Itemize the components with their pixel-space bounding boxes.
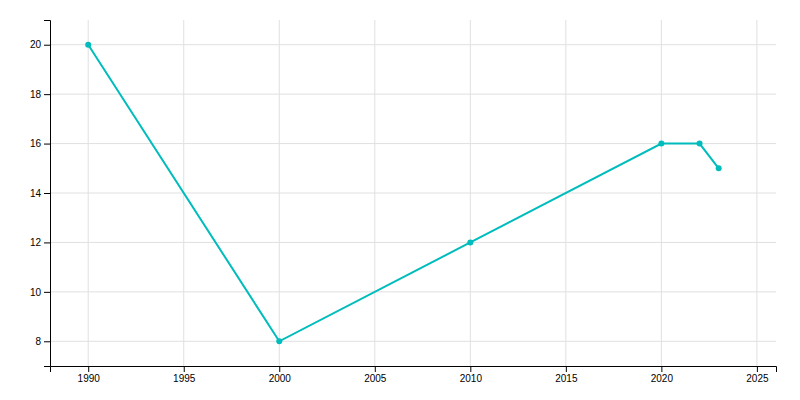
tick-label: 2020 <box>651 373 674 384</box>
tick-label: 2000 <box>269 373 292 384</box>
tick: 8 <box>35 336 50 347</box>
grid <box>50 20 776 366</box>
tick-mark <box>44 45 50 46</box>
tick-mark <box>88 366 89 372</box>
grid-line <box>50 291 776 292</box>
tick: 2005 <box>364 366 387 384</box>
marks <box>85 42 721 345</box>
tick-label: 2015 <box>555 373 578 384</box>
tick: 2010 <box>460 366 483 384</box>
grid-line <box>50 242 776 243</box>
tick: 10 <box>30 287 50 298</box>
point <box>467 239 473 245</box>
plot: 1990 1995 2000 2005 2010 2015 2020 2025 8 10 12 14 1… <box>30 20 777 384</box>
tick-mark <box>44 144 50 145</box>
tick-label: 20 <box>30 39 42 50</box>
x-axis: 1990 1995 2000 2005 2010 2015 2020 2025 <box>51 366 777 384</box>
tick: 20 <box>30 39 50 50</box>
tick-mark <box>470 366 471 372</box>
grid-line <box>50 193 776 194</box>
tick: 18 <box>30 89 50 100</box>
tick-label: 14 <box>30 188 42 199</box>
tick-mark <box>44 242 50 243</box>
tick-label: 2025 <box>746 373 769 384</box>
point <box>697 141 703 147</box>
tick-label: 2005 <box>364 373 387 384</box>
tick-label: 18 <box>30 89 42 100</box>
point <box>716 165 722 171</box>
tick-mark <box>661 366 662 372</box>
grid-line <box>50 94 776 95</box>
tick-mark <box>757 366 758 372</box>
tick-mark <box>44 193 50 194</box>
line <box>88 45 718 342</box>
chart: 1990 1995 2000 2005 2010 2015 2020 2025 8 10 12 14 1… <box>0 0 800 400</box>
tick: 14 <box>30 188 50 199</box>
tick: 16 <box>30 138 50 149</box>
tick-label: 8 <box>35 336 41 347</box>
tick-mark <box>279 366 280 372</box>
tick: 2000 <box>269 366 292 384</box>
point <box>658 141 664 147</box>
tick-label: 10 <box>30 287 42 298</box>
tick-label: 1990 <box>78 373 101 384</box>
point <box>276 338 282 344</box>
grid-line <box>50 44 776 45</box>
tick-mark <box>566 366 567 372</box>
axis-line <box>51 367 777 373</box>
tick-mark <box>44 292 50 293</box>
tick: 2020 <box>651 366 674 384</box>
tick-label: 1995 <box>173 373 196 384</box>
tick-mark <box>44 94 50 95</box>
tick-label: 16 <box>30 138 42 149</box>
tick: 2015 <box>555 366 578 384</box>
tick: 2025 <box>746 366 769 384</box>
grid-line <box>50 341 776 342</box>
tick-mark <box>184 366 185 372</box>
tick: 12 <box>30 237 50 248</box>
point <box>85 42 91 48</box>
tick-label: 12 <box>30 237 42 248</box>
tick-mark <box>375 366 376 372</box>
tick-label: 2010 <box>460 373 483 384</box>
tick: 1990 <box>78 366 101 384</box>
axis-line <box>44 21 51 367</box>
tick-mark <box>44 341 50 342</box>
tick: 1995 <box>173 366 196 384</box>
y-axis: 8 10 12 14 16 18 20 <box>30 21 51 367</box>
